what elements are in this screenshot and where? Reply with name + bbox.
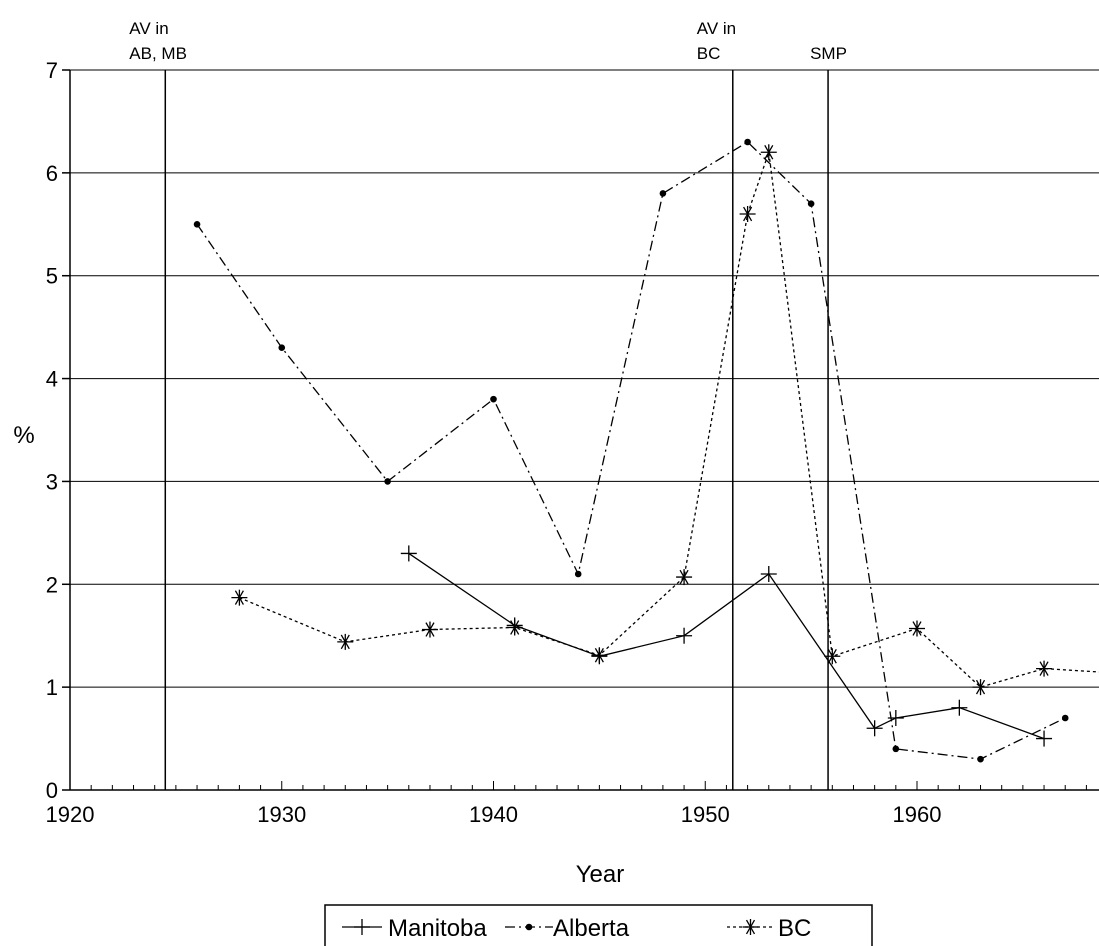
y-tick-label-7: 7 — [46, 58, 58, 83]
point-bc-1953 — [760, 144, 777, 161]
point-alberta-1935 — [384, 478, 391, 485]
legend-marker-bc — [742, 919, 759, 935]
point-manitoba-1966 — [1036, 730, 1053, 747]
annotation-label-1-0: AV in — [697, 19, 736, 38]
point-manitoba-1949 — [676, 627, 693, 644]
point-bc-1949 — [676, 569, 693, 586]
series-line-alberta — [196, 141, 1066, 760]
point-bc-1945 — [591, 647, 608, 664]
y-tick-label-3: 3 — [46, 469, 58, 494]
x-tick-label-1950: 1950 — [681, 802, 730, 827]
x-axis-label: Year — [576, 861, 625, 888]
y-tick-label-0: 0 — [46, 778, 58, 803]
legend: Manitoba Alberta BC — [324, 904, 873, 946]
annotation-label-0-1: AB, MB — [129, 44, 187, 63]
y-tick-label-6: 6 — [46, 161, 58, 186]
x-tick-label-1930: 1930 — [257, 802, 306, 827]
point-manitoba-1953 — [760, 566, 777, 582]
point-bc-1941 — [506, 619, 523, 636]
x-tick-label-1940: 1940 — [469, 802, 518, 827]
point-alberta-1967 — [1061, 714, 1069, 722]
series-line-bc — [239, 152, 1099, 688]
point-alberta-1948 — [659, 190, 667, 197]
point-alberta-1940 — [490, 395, 497, 403]
x-tick-label-1920: 1920 — [46, 802, 95, 827]
y-tick-label-4: 4 — [46, 367, 58, 392]
point-alberta-1944 — [574, 570, 582, 578]
point-manitoba-1958 — [866, 720, 883, 737]
legend-label-alberta: Alberta — [553, 915, 630, 942]
legend-box — [324, 904, 873, 946]
y-tick-label-2: 2 — [46, 572, 58, 597]
point-alberta-1955 — [807, 200, 815, 208]
point-bc-1960 — [909, 620, 925, 637]
legend-label-manitoba: Manitoba — [388, 915, 487, 942]
point-bc-1963 — [972, 679, 989, 696]
point-bc-1952 — [739, 206, 756, 222]
point-alberta-1963 — [977, 755, 984, 763]
series-line-manitoba — [408, 552, 1045, 740]
legend-label-bc: BC — [778, 915, 811, 942]
series-bc — [231, 144, 1099, 696]
point-alberta-1926 — [193, 220, 201, 228]
point-bc-1966 — [1036, 660, 1053, 677]
y-axis-label: % — [13, 422, 34, 449]
point-alberta-1952 — [744, 138, 751, 146]
point-bc-1956 — [824, 648, 841, 665]
point-bc-1933 — [337, 633, 354, 650]
series-alberta — [193, 138, 1069, 763]
legend-marker-alberta — [525, 923, 533, 931]
point-bc-1937 — [421, 621, 438, 638]
annotation-label-2-0: SMP — [810, 44, 847, 63]
x-tick-label-1960: 1960 — [893, 802, 942, 827]
point-manitoba-1936 — [400, 545, 417, 562]
legend-marker-manitoba — [354, 919, 370, 935]
y-tick-label-5: 5 — [46, 264, 58, 289]
annotation-label-0-0: AV in — [129, 19, 168, 38]
point-alberta-1959 — [892, 745, 900, 753]
series-manitoba — [400, 545, 1053, 747]
point-manitoba-1962 — [951, 699, 968, 716]
point-bc-1928 — [231, 589, 248, 606]
point-alberta-1930 — [278, 344, 286, 352]
gridlines — [70, 69, 1099, 688]
y-tick-label-1: 1 — [46, 675, 58, 700]
annotation-label-1-1: BC — [697, 44, 721, 63]
